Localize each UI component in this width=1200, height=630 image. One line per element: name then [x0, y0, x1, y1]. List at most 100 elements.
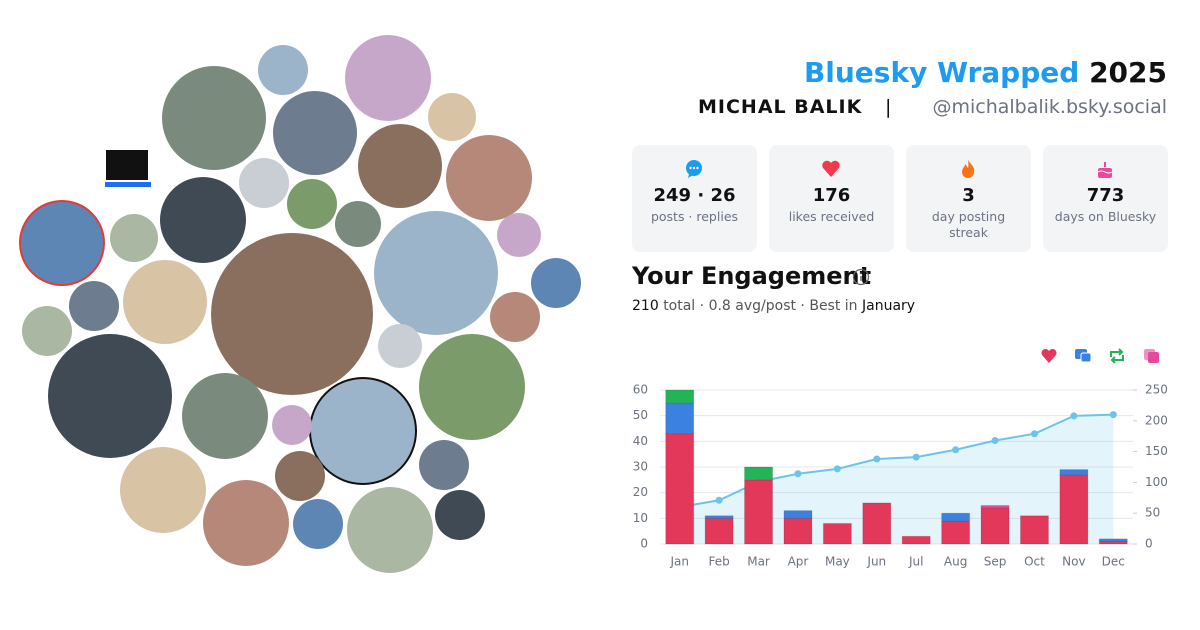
text: total ·	[663, 298, 705, 314]
avatar	[203, 480, 289, 566]
avatar	[275, 451, 325, 501]
icon	[1097, 162, 1113, 178]
x-tick-label: Jul	[908, 555, 923, 569]
avatar	[273, 91, 357, 175]
avatar	[258, 45, 308, 95]
bar-segment	[901, 535, 931, 545]
avatar	[419, 440, 469, 490]
bar-segment	[744, 479, 774, 545]
bar-segment	[704, 517, 734, 545]
x-tick-label: Apr	[788, 555, 809, 569]
info-icon[interactable]	[852, 268, 872, 288]
stat-value: 176	[812, 185, 851, 206]
stat-label: day posting streak	[931, 209, 1006, 240]
bar-segment	[704, 515, 734, 519]
bar-segment	[1098, 538, 1128, 542]
handle: @michalbalik.bsky.social	[932, 96, 1167, 118]
legend-icon	[1110, 348, 1124, 364]
avatar	[531, 258, 581, 308]
avatar	[160, 177, 246, 263]
bar-segment	[980, 505, 1010, 509]
avatar	[345, 35, 431, 121]
stat-card: 249 · 26 posts · replies	[632, 145, 757, 252]
bar-segment	[1059, 469, 1089, 476]
avatar	[435, 490, 485, 540]
line-point	[1070, 412, 1078, 420]
legend-icon	[1080, 352, 1092, 363]
year: 2025	[1089, 56, 1167, 89]
avatar	[120, 447, 206, 533]
avatar	[347, 487, 433, 573]
avatar	[48, 334, 172, 458]
line-point	[1030, 430, 1038, 438]
avatar	[497, 213, 541, 257]
icon	[822, 160, 840, 177]
avatar	[22, 306, 72, 356]
stat-value: 249 · 26	[653, 185, 736, 206]
bar-segment	[1059, 474, 1089, 545]
best-month: January	[862, 298, 916, 314]
y-tick-label: 40	[633, 434, 648, 448]
legend-icon	[1148, 352, 1159, 363]
bar-segment	[744, 466, 774, 481]
bar-segment	[941, 520, 971, 545]
legend-icon	[1041, 348, 1057, 363]
avatar	[378, 324, 422, 368]
y-tick-label: 10	[633, 511, 648, 525]
avatar	[419, 334, 525, 440]
title: Bluesky Wrapped 2025	[804, 56, 1167, 89]
x-tick-label: Mar	[747, 555, 770, 569]
separator: |	[885, 96, 892, 118]
y-tick-label: 30	[633, 460, 648, 474]
chart: 0 10 20 30 40 50 60 0 50 100 150 200 250 Jan Feb Mar Apr…	[633, 348, 1168, 569]
y2-tick-label: 0	[1145, 537, 1153, 551]
line-point	[873, 455, 881, 463]
avatar	[309, 377, 417, 485]
line-point	[794, 470, 802, 478]
y2-tick-label: 150	[1145, 444, 1168, 458]
line-point	[715, 496, 723, 504]
icon	[962, 160, 975, 178]
x-tick-label: Nov	[1062, 555, 1085, 569]
x-tick-label: Dec	[1102, 555, 1125, 569]
y2-tick-label: 100	[1145, 475, 1168, 489]
avatar	[123, 260, 207, 344]
avatar	[293, 499, 343, 549]
bar-segment	[822, 522, 852, 545]
stat-card: 176 likes received	[769, 145, 894, 252]
stat-value: 3	[962, 185, 975, 206]
avatar	[335, 201, 381, 247]
bar-segment	[980, 507, 1010, 545]
avatar	[272, 405, 312, 445]
bar-segment	[941, 512, 971, 522]
icon	[686, 160, 702, 178]
total: 210	[632, 298, 659, 314]
x-tick-label: Sep	[984, 555, 1007, 569]
avatar	[490, 292, 540, 342]
y2-tick-label: 50	[1145, 506, 1160, 520]
bar-segment	[665, 389, 695, 404]
bar-segment	[1019, 515, 1049, 545]
section-heading: Your Engagement	[632, 262, 872, 290]
avatar	[69, 281, 119, 331]
text: avg/post · Best in	[735, 298, 858, 314]
bar-segment	[783, 517, 813, 545]
avatar	[182, 373, 268, 459]
stat-label: likes received	[788, 209, 875, 224]
avatar	[374, 211, 498, 335]
user-name: MICHAL BALIK	[698, 96, 863, 118]
avatar	[358, 124, 442, 208]
x-tick-label: Oct	[1024, 555, 1045, 569]
stat-card: 773 days on Bluesky	[1043, 145, 1168, 252]
x-tick-label: May	[825, 555, 850, 569]
stat-label: days on Bluesky	[1054, 209, 1157, 224]
line-point	[952, 446, 960, 454]
avatar	[428, 93, 476, 141]
avatar	[446, 135, 532, 221]
stat-label: posts · replies	[650, 209, 739, 224]
y-tick-label: 0	[640, 537, 648, 551]
y2-tick-label: 200	[1145, 413, 1168, 427]
bar-segment	[665, 402, 695, 435]
y-tick-label: 60	[633, 383, 648, 397]
